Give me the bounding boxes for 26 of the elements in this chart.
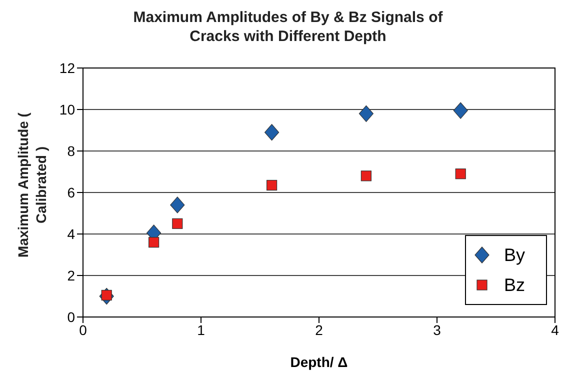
point — [172, 218, 183, 229]
y-tick-label: 6 — [67, 184, 76, 200]
x-tick-label: 0 — [79, 322, 88, 338]
point — [453, 102, 468, 119]
point — [360, 170, 372, 182]
legend-label: Bz — [504, 274, 526, 296]
point — [148, 237, 160, 248]
y-tick-label: 8 — [67, 142, 76, 159]
x-axis-title: Depth/ Δ — [290, 354, 348, 370]
y-tick-label: 10 — [59, 101, 76, 118]
y-tick-label: 0 — [67, 308, 76, 325]
point — [170, 196, 185, 214]
y-tick-label: 12 — [59, 60, 76, 76]
y-axis-title: Maximum Amplitude ( Calibrated ) — [14, 112, 50, 260]
y-tick-label: 4 — [67, 226, 76, 242]
point — [358, 105, 374, 122]
point — [455, 168, 466, 180]
y-tick-label: 2 — [67, 267, 76, 284]
x-tick-label: 2 — [315, 322, 324, 338]
legend-label: By — [504, 244, 526, 266]
point — [264, 124, 280, 141]
x-tick-label: 1 — [197, 322, 206, 338]
chart-title: Maximum Amplitudes of By & Bz Signals of Cracks with Different Depth — [132, 8, 444, 46]
x-tick-label: 4 — [551, 322, 560, 338]
x-tick-label: 3 — [433, 322, 442, 338]
point — [266, 180, 278, 191]
